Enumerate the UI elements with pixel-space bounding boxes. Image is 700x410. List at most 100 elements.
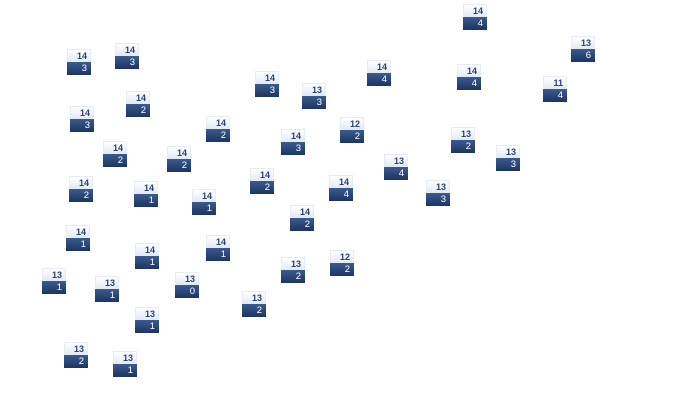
map-marker[interactable]: 14 3 — [67, 49, 91, 75]
marker-bottom-value: 2 — [451, 140, 475, 153]
marker-top-value: 14 — [255, 71, 279, 84]
map-marker[interactable]: 13 0 — [175, 272, 199, 298]
marker-bottom-value: 2 — [242, 304, 266, 317]
marker-bottom-value: 4 — [543, 89, 567, 102]
marker-top-value: 14 — [66, 225, 90, 238]
map-marker[interactable]: 14 3 — [255, 71, 279, 97]
map-marker[interactable]: 14 3 — [115, 43, 139, 69]
map-marker[interactable]: 14 4 — [457, 64, 481, 90]
map-marker[interactable]: 13 2 — [242, 291, 266, 317]
marker-top-value: 14 — [367, 60, 391, 73]
map-marker[interactable]: 13 2 — [64, 342, 88, 368]
marker-bottom-value: 3 — [67, 62, 91, 75]
marker-top-value: 13 — [302, 83, 326, 96]
map-marker[interactable]: 14 1 — [134, 181, 158, 207]
map-marker[interactable]: 14 2 — [167, 146, 191, 172]
marker-bottom-value: 2 — [281, 270, 305, 283]
marker-bottom-value: 1 — [66, 238, 90, 251]
marker-top-value: 13 — [426, 180, 450, 193]
map-marker[interactable]: 14 4 — [329, 175, 353, 201]
marker-bottom-value: 3 — [496, 158, 520, 171]
marker-bottom-value: 1 — [206, 248, 230, 261]
marker-bottom-value: 1 — [95, 289, 119, 302]
marker-top-value: 14 — [167, 146, 191, 159]
marker-top-value: 14 — [463, 4, 487, 17]
map-marker[interactable]: 14 3 — [281, 129, 305, 155]
marker-top-value: 14 — [457, 64, 481, 77]
map-marker[interactable]: 11 4 — [543, 76, 567, 102]
marker-top-value: 14 — [69, 176, 93, 189]
map-marker[interactable]: 14 1 — [66, 225, 90, 251]
map-marker[interactable]: 13 2 — [281, 257, 305, 283]
marker-top-value: 14 — [115, 43, 139, 56]
marker-bottom-value: 2 — [64, 355, 88, 368]
marker-bottom-value: 3 — [255, 84, 279, 97]
map-marker[interactable]: 14 1 — [192, 189, 216, 215]
marker-bottom-value: 2 — [69, 189, 93, 202]
marker-top-value: 13 — [451, 127, 475, 140]
marker-top-value: 13 — [95, 276, 119, 289]
marker-bottom-value: 1 — [192, 202, 216, 215]
marker-top-value: 12 — [330, 250, 354, 263]
marker-bottom-value: 6 — [571, 49, 595, 62]
marker-top-value: 14 — [206, 116, 230, 129]
map-marker[interactable]: 13 1 — [135, 307, 159, 333]
marker-top-value: 13 — [64, 342, 88, 355]
map-marker[interactable]: 14 4 — [463, 4, 487, 30]
marker-bottom-value: 1 — [135, 256, 159, 269]
map-marker[interactable]: 13 3 — [426, 180, 450, 206]
marker-top-value: 14 — [126, 91, 150, 104]
marker-bottom-value: 2 — [330, 263, 354, 276]
map-marker[interactable]: 14 2 — [69, 176, 93, 202]
marker-top-value: 13 — [113, 351, 137, 364]
marker-bottom-value: 4 — [384, 167, 408, 180]
marker-bottom-value: 2 — [103, 154, 127, 167]
marker-top-value: 12 — [340, 117, 364, 130]
map-marker[interactable]: 14 3 — [70, 106, 94, 132]
marker-bottom-value: 4 — [367, 73, 391, 86]
marker-top-value: 13 — [571, 36, 595, 49]
marker-top-value: 14 — [290, 205, 314, 218]
map-marker[interactable]: 14 1 — [206, 235, 230, 261]
marker-bottom-value: 4 — [329, 188, 353, 201]
marker-bottom-value: 3 — [281, 142, 305, 155]
marker-top-value: 13 — [384, 154, 408, 167]
marker-top-value: 14 — [206, 235, 230, 248]
marker-top-value: 13 — [135, 307, 159, 320]
map-marker[interactable]: 13 4 — [384, 154, 408, 180]
marker-top-value: 13 — [175, 272, 199, 285]
map-marker[interactable]: 14 1 — [135, 243, 159, 269]
marker-bottom-value: 2 — [250, 181, 274, 194]
marker-bottom-value: 0 — [175, 285, 199, 298]
map-marker[interactable]: 13 2 — [451, 127, 475, 153]
marker-bottom-value: 3 — [426, 193, 450, 206]
map-marker[interactable]: 12 2 — [330, 250, 354, 276]
marker-bottom-value: 4 — [463, 17, 487, 30]
map-marker[interactable]: 14 2 — [250, 168, 274, 194]
map-marker[interactable]: 13 1 — [42, 268, 66, 294]
marker-bottom-value: 2 — [290, 218, 314, 231]
map-marker[interactable]: 13 1 — [113, 351, 137, 377]
marker-bottom-value: 2 — [126, 104, 150, 117]
marker-bottom-value: 3 — [302, 96, 326, 109]
marker-bottom-value: 2 — [340, 130, 364, 143]
marker-top-value: 14 — [103, 141, 127, 154]
marker-top-value: 14 — [329, 175, 353, 188]
marker-top-value: 14 — [70, 106, 94, 119]
map-marker[interactable]: 14 2 — [103, 141, 127, 167]
marker-top-value: 13 — [281, 257, 305, 270]
marker-bottom-value: 1 — [113, 364, 137, 377]
marker-top-value: 14 — [281, 129, 305, 142]
marker-top-value: 13 — [242, 291, 266, 304]
map-marker[interactable]: 14 2 — [126, 91, 150, 117]
map-marker[interactable]: 13 1 — [95, 276, 119, 302]
map-marker[interactable]: 13 3 — [302, 83, 326, 109]
map-marker[interactable]: 13 6 — [571, 36, 595, 62]
map-marker[interactable]: 13 3 — [496, 145, 520, 171]
map-marker[interactable]: 14 4 — [367, 60, 391, 86]
marker-top-value: 14 — [134, 181, 158, 194]
map-marker[interactable]: 14 2 — [290, 205, 314, 231]
marker-bottom-value: 4 — [457, 77, 481, 90]
map-marker[interactable]: 14 2 — [206, 116, 230, 142]
map-marker[interactable]: 12 2 — [340, 117, 364, 143]
